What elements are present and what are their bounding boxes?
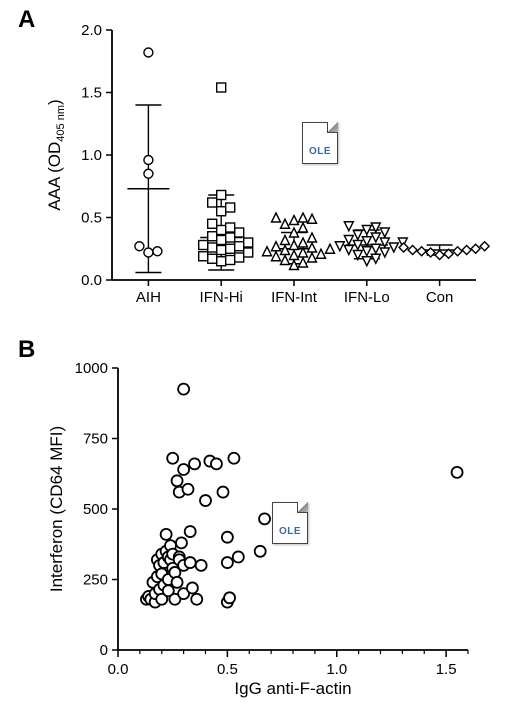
panel-a-chart: 0.0 0.5 1.0 1.5 2.0 AIH IFN-Hi IFN-Int IFN-Lo Con… bbox=[40, 20, 490, 320]
svg-text:1.0: 1.0 bbox=[81, 147, 102, 164]
svg-text:IgG anti-F-actin: IgG anti-F-actin bbox=[234, 679, 351, 698]
svg-text:IFN-Lo: IFN-Lo bbox=[344, 289, 390, 306]
svg-text:0: 0 bbox=[100, 642, 108, 659]
svg-text:2.0: 2.0 bbox=[81, 22, 102, 39]
panel-a-svg: 0.0 0.5 1.0 1.5 2.0 AIH IFN-Hi IFN-Int IFN-Lo Con… bbox=[40, 20, 490, 320]
svg-text:1000: 1000 bbox=[75, 360, 108, 377]
svg-text:0.5: 0.5 bbox=[217, 661, 238, 678]
svg-text:1.0: 1.0 bbox=[326, 661, 347, 678]
svg-text:750: 750 bbox=[83, 431, 108, 448]
ole-icon-label: OLE bbox=[273, 526, 307, 537]
panel-b-chart: 0 250 500 750 1000 0.0 0.5 1.0 1.5 Interferon (CD… bbox=[40, 360, 480, 700]
svg-text:AAA (OD405 nm): AAA (OD405 nm) bbox=[45, 99, 67, 210]
svg-text:Con: Con bbox=[426, 289, 454, 306]
ole-icon: OLE bbox=[302, 122, 338, 164]
svg-text:1.5: 1.5 bbox=[81, 85, 102, 102]
svg-text:Interferon (CD64 MFI): Interferon (CD64 MFI) bbox=[47, 426, 66, 592]
svg-text:250: 250 bbox=[83, 572, 108, 589]
svg-text:1.5: 1.5 bbox=[436, 661, 457, 678]
svg-text:0.5: 0.5 bbox=[81, 210, 102, 227]
svg-text:0.0: 0.0 bbox=[81, 272, 102, 289]
svg-text:0.0: 0.0 bbox=[108, 661, 129, 678]
panel-b-svg: 0 250 500 750 1000 0.0 0.5 1.0 1.5 Interferon (CD… bbox=[40, 360, 480, 700]
ole-icon-label: OLE bbox=[303, 146, 337, 157]
panel-a-label: A bbox=[18, 6, 35, 34]
panel-b-label: B bbox=[18, 336, 35, 364]
svg-text:IFN-Hi: IFN-Hi bbox=[200, 289, 243, 306]
svg-text:IFN-Int: IFN-Int bbox=[271, 289, 318, 306]
svg-text:500: 500 bbox=[83, 501, 108, 518]
ole-icon: OLE bbox=[272, 502, 308, 544]
svg-text:AIH: AIH bbox=[136, 289, 161, 306]
page: A 0.0 0.5 1.0 1.5 2.0 AIH IFN-Hi IFN-Int IFN-Lo C… bbox=[0, 0, 512, 713]
